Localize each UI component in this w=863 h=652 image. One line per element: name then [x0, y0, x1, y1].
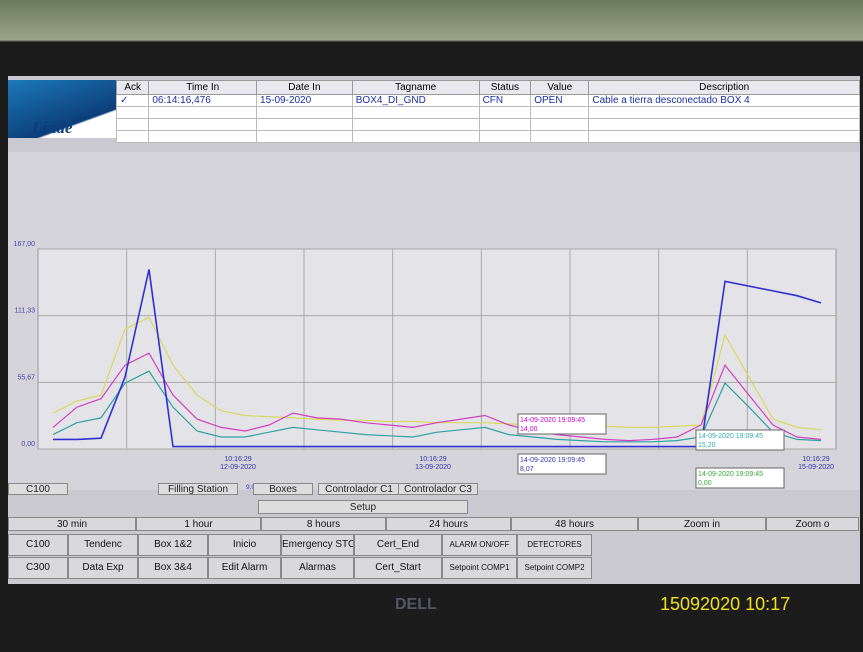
table-cell	[589, 119, 860, 131]
setup-button[interactable]: Setup	[258, 500, 468, 514]
table-header: Value	[531, 81, 589, 95]
range-button[interactable]: 24 hours	[386, 517, 511, 531]
button[interactable]: Cert_End	[354, 534, 442, 556]
table-cell	[149, 131, 257, 143]
table-cell	[352, 107, 479, 119]
table-row	[117, 119, 860, 131]
y-tick-label: 111,33	[15, 308, 35, 315]
tab[interactable]: C100	[8, 483, 68, 495]
table-cell	[531, 119, 589, 131]
button[interactable]: Emergency STO!	[281, 534, 354, 556]
range-button[interactable]: Zoom in	[638, 517, 766, 531]
x-tick-date: 12-09-2020	[220, 464, 256, 471]
tab[interactable]: Boxes	[253, 483, 313, 495]
brand: DELL	[395, 596, 437, 614]
table-cell	[149, 107, 257, 119]
table-cell: CFN	[479, 95, 531, 107]
button[interactable]: Box 3&4	[138, 557, 208, 579]
table-header: Status	[479, 81, 531, 95]
annotation-time: 14-09-2020 19:09:45	[698, 433, 763, 440]
button[interactable]: DETECTORES	[517, 534, 592, 556]
table-header: Time In	[149, 81, 257, 95]
button[interactable]: Edit Alarm	[208, 557, 281, 579]
table-cell: 15-09-2020	[257, 95, 353, 107]
annotation-time: 14-09-2020 19:09:45	[520, 457, 585, 464]
trend-chart: 0,0055,67111,33167,0010:16:2912-09-20201…	[8, 152, 860, 490]
tab[interactable]: Controlador C3	[398, 483, 478, 495]
timestamp: 15092020 10:17	[660, 594, 790, 615]
table-cell: ✓	[117, 95, 149, 107]
table-cell: BOX4_DI_GND	[352, 95, 479, 107]
x-tick-date: 13-09-2020	[415, 464, 451, 471]
table-row	[117, 107, 860, 119]
table-cell	[589, 107, 860, 119]
range-button[interactable]: 1 hour	[136, 517, 261, 531]
range-button[interactable]: Zoom o	[766, 517, 859, 531]
range-button[interactable]: 8 hours	[261, 517, 386, 531]
table-cell: OPEN	[531, 95, 589, 107]
button[interactable]: ALARM ON/OFF	[442, 534, 517, 556]
x-tick-date: 15-09-2020	[798, 464, 834, 471]
table-cell	[352, 119, 479, 131]
table-cell	[531, 107, 589, 119]
plot-area	[38, 249, 836, 449]
button[interactable]: Setpoint COMP1	[442, 557, 517, 579]
table-header: Ack	[117, 81, 149, 95]
table-cell: Cable a tierra desconectado BOX 4	[589, 95, 860, 107]
logo-text: Linde	[32, 118, 73, 138]
table-cell: 06:14:16,476	[149, 95, 257, 107]
table-cell	[589, 131, 860, 143]
tab[interactable]: Controlador C1	[318, 483, 400, 495]
table-cell	[257, 131, 353, 143]
button[interactable]: Data Exp	[68, 557, 138, 579]
table-cell	[117, 119, 149, 131]
range-button[interactable]: 48 hours	[511, 517, 638, 531]
annotation-value: 14,00	[520, 426, 538, 433]
logo: Linde	[8, 80, 116, 138]
button[interactable]: Setpoint COMP2	[517, 557, 592, 579]
table-cell	[117, 131, 149, 143]
table-cell	[117, 107, 149, 119]
button[interactable]: Alarmas	[281, 557, 354, 579]
button[interactable]: Cert_Start	[354, 557, 442, 579]
table-row	[117, 131, 860, 143]
annotation-value: 15,20	[698, 442, 716, 449]
annotation-time: 14-09-2020 19:09:45	[520, 417, 585, 424]
annotation-value: 8,07	[520, 466, 534, 473]
table-cell	[531, 131, 589, 143]
button[interactable]: Inicio	[208, 534, 281, 556]
table-cell	[479, 107, 531, 119]
table-header: Description	[589, 81, 860, 95]
x-tick-time: 10:16:29	[802, 456, 829, 463]
table-cell	[479, 119, 531, 131]
button[interactable]: Box 1&2	[138, 534, 208, 556]
table-header: Tagname	[352, 81, 479, 95]
y-tick-label: 55,67	[17, 374, 35, 381]
y-tick-label: 167,00	[14, 241, 36, 248]
table-cell	[257, 119, 353, 131]
photo: Linde AckTime InDate InTagnameStatusValu…	[0, 0, 863, 652]
table-cell	[352, 131, 479, 143]
table-cell	[257, 107, 353, 119]
button[interactable]: C300	[8, 557, 68, 579]
table-cell	[479, 131, 531, 143]
button[interactable]: C100	[8, 534, 68, 556]
button[interactable]: Tendenc	[68, 534, 138, 556]
table-cell	[149, 119, 257, 131]
x-tick-time: 10:16:29	[224, 456, 251, 463]
y-tick-label: 0,00	[21, 441, 35, 448]
table-header: Date In	[257, 81, 353, 95]
x-tick-time: 10:16:29	[419, 456, 446, 463]
tab[interactable]: Filling Station	[158, 483, 238, 495]
range-button[interactable]: 30 min	[8, 517, 136, 531]
